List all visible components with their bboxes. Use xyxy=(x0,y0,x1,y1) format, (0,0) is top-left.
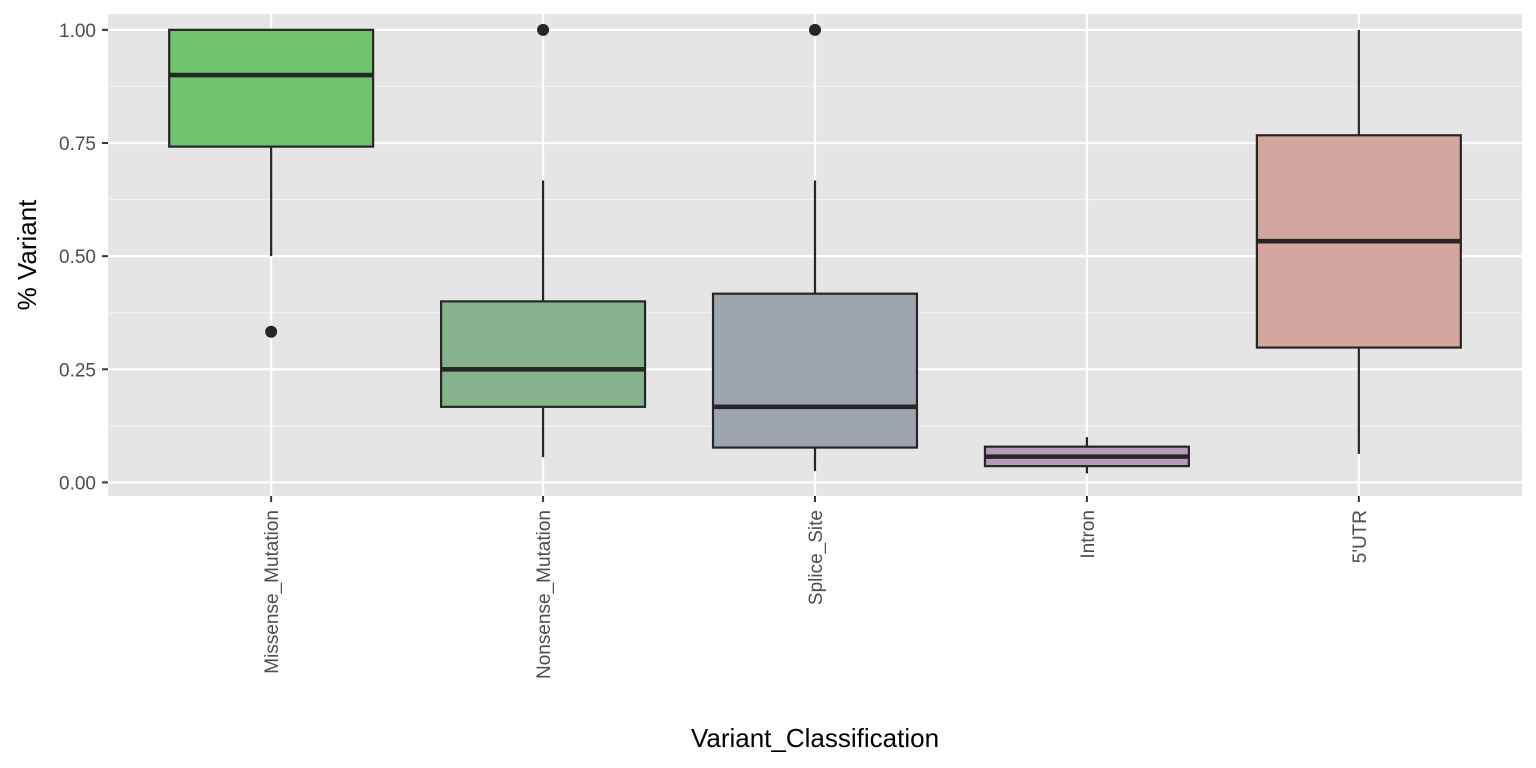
outlier-point xyxy=(809,23,821,36)
box-body xyxy=(168,28,375,148)
y-tick-label: 1.00 xyxy=(59,21,96,42)
x-tick-label: Intron xyxy=(1078,510,1099,559)
x-tick-label: 5'UTR xyxy=(1350,510,1371,563)
box-body xyxy=(440,300,647,408)
x-tick-label: Splice_Site xyxy=(806,510,827,605)
boxes xyxy=(168,23,1462,474)
y-axis: 0.00 0.25 0.50 0.75 1.00 xyxy=(59,21,108,494)
y-tick-label: 0.00 xyxy=(59,473,96,494)
x-tick-label: Nonsense_Mutation xyxy=(534,510,555,679)
y-tick-label: 0.50 xyxy=(59,247,96,268)
box-body xyxy=(711,292,919,449)
outlier-point xyxy=(537,23,550,36)
box-5-utr xyxy=(1255,29,1462,454)
x-axis-title: Variant_Classification xyxy=(691,723,939,753)
x-tick-label: Missense_Mutation xyxy=(262,510,283,674)
x-axis: Missense_Mutation Nonsense_Mutation Splice… xyxy=(262,496,1371,679)
y-axis-title: % Variant xyxy=(12,199,42,311)
y-tick-label: 0.75 xyxy=(59,134,96,155)
box-nonsense-mutation xyxy=(440,23,647,458)
box-missense-mutation xyxy=(168,28,375,338)
box-intron xyxy=(983,437,1190,474)
box-splice-site xyxy=(711,23,919,472)
outlier-point xyxy=(265,325,278,338)
y-tick-label: 0.25 xyxy=(59,360,96,381)
